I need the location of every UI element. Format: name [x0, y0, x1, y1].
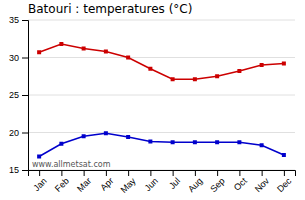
- marker: [126, 56, 130, 60]
- marker: [282, 62, 286, 66]
- tick: May: [119, 170, 138, 195]
- axis-line: [29, 171, 296, 177]
- marker: [260, 143, 264, 147]
- tick-mark: [195, 170, 196, 176]
- y-grid: [28, 20, 295, 170]
- x-axis: Jan FebMar AprMay Jun Jul AugSep OctNovDec: [29, 170, 296, 195]
- grid-line: [28, 20, 295, 21]
- tick-mark: [84, 170, 85, 176]
- marker: [148, 140, 152, 144]
- marker: [148, 67, 152, 71]
- tick: Jun: [143, 170, 160, 193]
- marker: [260, 63, 264, 67]
- tick-label: Nov: [253, 175, 272, 194]
- annotation: www.allmetsat.com: [32, 160, 111, 169]
- tick: 35: [9, 15, 28, 25]
- tick-mark: [22, 95, 28, 96]
- tick: Apr: [98, 170, 115, 193]
- tick-label: Sep: [208, 176, 226, 194]
- tick-label: 20: [9, 128, 19, 138]
- marker: [215, 140, 219, 144]
- marker: [193, 140, 197, 144]
- y-axis: 15 20 25 30 35: [9, 15, 29, 175]
- tick-label: Jun: [143, 176, 160, 193]
- tick-label: Dec: [275, 175, 294, 194]
- marker: [82, 47, 86, 51]
- title: Batouri : temperatures (°C): [28, 2, 192, 16]
- tick-mark: [262, 170, 263, 176]
- line: [39, 44, 284, 79]
- tick-mark: [22, 133, 28, 134]
- marker: [126, 135, 130, 139]
- tick-label: Mar: [75, 176, 93, 194]
- tick-mark: [173, 170, 174, 176]
- marker: [193, 77, 197, 81]
- marker: [104, 131, 108, 135]
- tick: Jul: [167, 170, 182, 191]
- marker: [215, 74, 219, 78]
- tick-label: Aug: [186, 176, 204, 194]
- tick-mark: [106, 170, 107, 176]
- tick: 15: [9, 165, 28, 175]
- tick-label: Apr: [98, 176, 115, 193]
- tick: Dec: [275, 170, 294, 194]
- tick-mark: [217, 170, 218, 176]
- marks: [37, 42, 286, 159]
- tick-mark: [22, 20, 28, 21]
- tick-label: 15: [9, 165, 19, 175]
- tick: Feb: [53, 170, 71, 194]
- marker: [171, 140, 175, 144]
- tick-label: Oct: [232, 175, 249, 192]
- marker: [37, 155, 41, 159]
- marker: [237, 69, 241, 73]
- tick-label: 25: [9, 90, 19, 100]
- marker: [104, 50, 108, 54]
- tick-mark: [61, 170, 62, 176]
- marker: [237, 140, 241, 144]
- tick-mark: [284, 170, 285, 176]
- tick-mark: [22, 58, 28, 59]
- marker: [37, 50, 41, 54]
- marker: [82, 134, 86, 138]
- grid-line: [28, 95, 295, 96]
- tick-mark: [128, 170, 129, 176]
- grid-line: [28, 132, 295, 133]
- tick: 20: [9, 128, 28, 138]
- tick-label: 35: [9, 15, 19, 25]
- tick-mark: [22, 170, 28, 171]
- marker: [171, 77, 175, 81]
- tick: 30: [9, 53, 28, 63]
- chart: 15 20 25 30 35 Jan FebMar AprMay Jun Jul AugSep Oct…: [0, 0, 305, 200]
- tick-mark: [150, 170, 151, 176]
- tick-mark: [39, 170, 40, 176]
- line: [39, 133, 284, 156]
- tick: Mar: [75, 170, 93, 194]
- axis-line: [22, 21, 29, 171]
- markers: [37, 42, 286, 81]
- markers: [37, 131, 286, 158]
- tick: Jan: [31, 170, 48, 193]
- tick: Nov: [253, 170, 272, 194]
- marker: [59, 42, 63, 46]
- tick-mark: [239, 170, 240, 176]
- tick-label: 30: [9, 53, 19, 63]
- tick-label: Jan: [31, 176, 48, 193]
- tick-label: Jul: [167, 176, 182, 191]
- plot: 15 20 25 30 35 Jan FebMar AprMay Jun Jul AugSep Oct…: [9, 15, 296, 195]
- tick: Oct: [232, 170, 249, 193]
- tick-label: Feb: [53, 176, 71, 194]
- marker: [282, 153, 286, 157]
- tick-label: May: [119, 175, 138, 194]
- grid-line: [28, 57, 295, 58]
- tick: Sep: [208, 170, 226, 194]
- tick: 25: [9, 90, 28, 100]
- tick: Aug: [186, 170, 204, 194]
- marker: [59, 142, 63, 146]
